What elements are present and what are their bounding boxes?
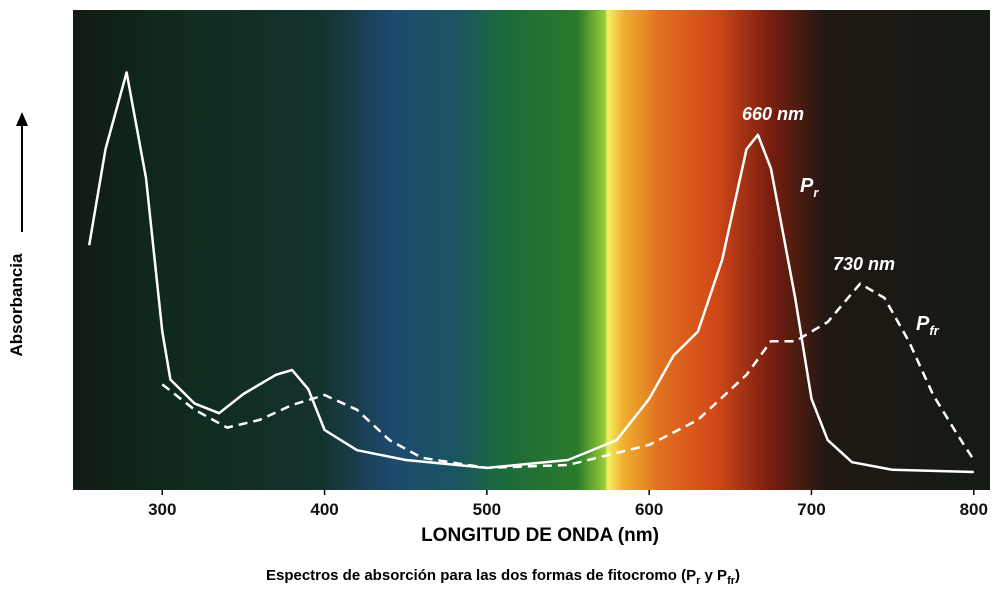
series-line xyxy=(161,282,975,470)
series-label-sub: fr xyxy=(929,323,939,338)
x-tick-label: 700 xyxy=(797,500,825,519)
caption-part: r xyxy=(696,575,701,587)
caption: Espectros de absorción para las dos form… xyxy=(266,567,740,587)
y-arrowhead xyxy=(16,112,28,126)
x-tick-label: 500 xyxy=(473,500,501,519)
series-label: Pfr xyxy=(916,313,940,338)
x-tick-label: 400 xyxy=(310,500,338,519)
caption-part: y P xyxy=(700,567,727,584)
annotation: 660 nm xyxy=(742,104,804,124)
annotation: 730 nm xyxy=(833,254,895,274)
series-label-sub: r xyxy=(813,185,819,200)
x-tick-label: 600 xyxy=(635,500,663,519)
x-axis-title: LONGITUD DE ONDA (nm) xyxy=(421,525,659,546)
series-label-main: P xyxy=(800,175,814,197)
y-axis-title: Absorbancia xyxy=(7,253,26,357)
x-tick-label: 300 xyxy=(148,500,176,519)
caption-part: Espectros de absorción para las dos form… xyxy=(266,567,696,584)
caption-part: ) xyxy=(735,567,740,584)
caption-part: fr xyxy=(727,575,736,587)
series-label-main: P xyxy=(916,313,930,335)
series-label: Pr xyxy=(800,175,819,200)
x-tick-label: 800 xyxy=(960,500,988,519)
plot xyxy=(87,71,975,474)
plot-background xyxy=(73,10,990,490)
